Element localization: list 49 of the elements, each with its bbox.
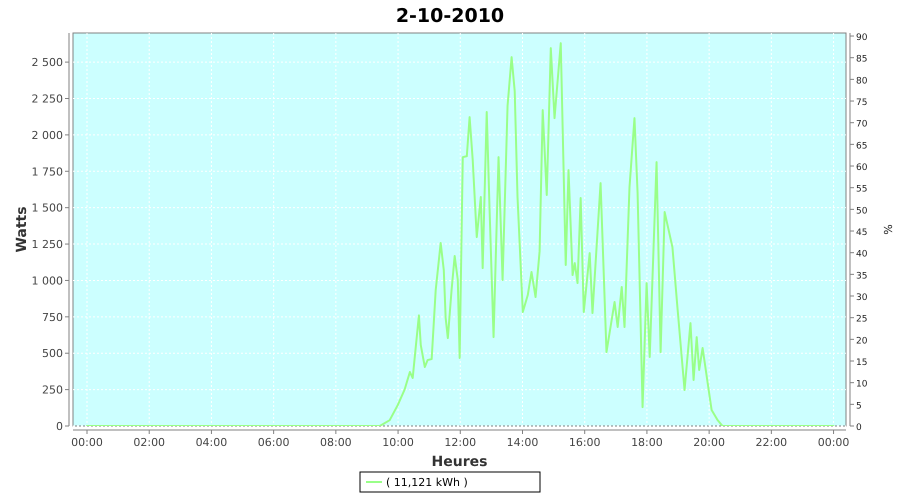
y2-tick-label: 30 bbox=[856, 293, 868, 304]
y2-tick-label: 35 bbox=[856, 271, 868, 282]
y-tick-label: 1 000 bbox=[32, 274, 63, 288]
y2-tick-label: 70 bbox=[856, 120, 868, 130]
y-tick-label: 1 500 bbox=[32, 202, 63, 215]
y2-tick-label: 25 bbox=[856, 314, 868, 325]
y-tick-label: 250 bbox=[42, 384, 63, 397]
x-tick-label: 02:00 bbox=[133, 436, 166, 449]
x-tick-label: 10:00 bbox=[382, 436, 414, 449]
y2-tick-label: 75 bbox=[856, 98, 868, 108]
y2-tick-label: 15 bbox=[856, 358, 868, 368]
x-tick-label: 22:00 bbox=[755, 436, 788, 449]
y2-tick-label: 0 bbox=[856, 423, 862, 433]
y-axis-title: Watts bbox=[14, 206, 30, 253]
y2-tick-label: 80 bbox=[856, 76, 868, 86]
y-tick-label: 2 500 bbox=[32, 56, 63, 70]
y2-tick-label: 5 bbox=[856, 401, 862, 412]
y2-tick-label: 20 bbox=[856, 336, 868, 346]
x-tick-label: 04:00 bbox=[196, 436, 228, 449]
y2-tick-label: 65 bbox=[856, 141, 868, 152]
y2-tick-label: 50 bbox=[856, 206, 868, 216]
y2-tick-label: 90 bbox=[856, 33, 868, 44]
y-tick-label: 500 bbox=[42, 347, 63, 360]
y2-tick-label: 40 bbox=[856, 250, 868, 260]
y2-tick-label: 45 bbox=[856, 228, 868, 238]
x-tick-label: 16:00 bbox=[568, 436, 601, 449]
y-tick-label: 2 250 bbox=[32, 92, 63, 106]
y-tick-label: 1 750 bbox=[32, 165, 63, 178]
y2-tick-label: 10 bbox=[856, 380, 868, 390]
y-tick-label: 750 bbox=[42, 310, 63, 324]
y2-tick-label: 55 bbox=[856, 184, 868, 195]
x-tick-label: 12:00 bbox=[444, 436, 476, 449]
x-axis-title: Heures bbox=[432, 454, 488, 470]
x-tick-label: 20:00 bbox=[693, 436, 725, 449]
y2-tick-label: 60 bbox=[856, 163, 868, 174]
y2-axis-title: % bbox=[881, 224, 894, 235]
x-tick-label: 18:00 bbox=[631, 436, 663, 449]
x-tick-label: 08:00 bbox=[320, 436, 352, 449]
x-tick-label: 06:00 bbox=[258, 436, 290, 449]
x-tick-label: 00:00 bbox=[71, 436, 103, 449]
y-tick-label: 1 250 bbox=[32, 238, 63, 252]
y-tick-label: 2 000 bbox=[32, 128, 63, 142]
x-tick-label: 14:00 bbox=[506, 436, 538, 449]
y2-tick-label: 85 bbox=[856, 54, 868, 65]
y-tick-label: 0 bbox=[56, 420, 63, 433]
x-tick-label: 00:00 bbox=[818, 436, 850, 449]
legend-label: ( 11,121 kWh ) bbox=[386, 476, 468, 489]
line-series bbox=[86, 42, 835, 426]
chart-title: 2-10-2010 bbox=[396, 5, 504, 27]
